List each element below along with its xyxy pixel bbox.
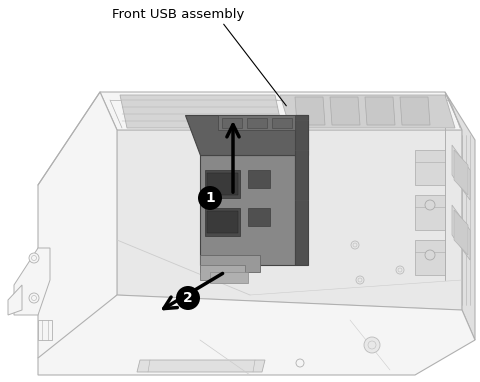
Polygon shape	[452, 205, 470, 260]
Circle shape	[425, 200, 435, 210]
Polygon shape	[207, 173, 238, 195]
Polygon shape	[207, 211, 238, 233]
Circle shape	[353, 243, 357, 247]
Circle shape	[396, 266, 404, 274]
Circle shape	[351, 241, 359, 249]
Polygon shape	[38, 92, 117, 358]
Polygon shape	[295, 97, 325, 125]
Circle shape	[198, 186, 222, 210]
Circle shape	[176, 286, 200, 310]
Polygon shape	[365, 97, 395, 125]
Polygon shape	[415, 150, 445, 185]
Text: Front USB assembly: Front USB assembly	[112, 8, 244, 21]
Polygon shape	[8, 285, 22, 315]
Polygon shape	[14, 248, 50, 315]
Text: 2: 2	[183, 291, 193, 305]
Circle shape	[398, 268, 402, 272]
Polygon shape	[185, 115, 308, 155]
Circle shape	[32, 256, 36, 261]
Circle shape	[358, 278, 362, 282]
Polygon shape	[415, 195, 445, 230]
Polygon shape	[137, 360, 265, 372]
Polygon shape	[38, 320, 52, 340]
Polygon shape	[248, 208, 270, 226]
Polygon shape	[117, 130, 462, 310]
Polygon shape	[280, 95, 455, 128]
Polygon shape	[205, 170, 240, 198]
Polygon shape	[248, 170, 270, 188]
Polygon shape	[205, 208, 240, 236]
Polygon shape	[200, 155, 295, 265]
Polygon shape	[330, 97, 360, 125]
Polygon shape	[445, 92, 475, 340]
Polygon shape	[454, 210, 468, 255]
Polygon shape	[222, 118, 242, 128]
Circle shape	[356, 276, 364, 284]
Circle shape	[29, 293, 39, 303]
Polygon shape	[452, 145, 470, 200]
Polygon shape	[210, 272, 248, 283]
Polygon shape	[272, 118, 292, 128]
Polygon shape	[295, 115, 308, 265]
Polygon shape	[200, 265, 245, 280]
Polygon shape	[200, 255, 260, 272]
Polygon shape	[100, 92, 462, 130]
Polygon shape	[247, 118, 267, 128]
Polygon shape	[415, 240, 445, 275]
Polygon shape	[38, 295, 475, 375]
Circle shape	[296, 359, 304, 367]
Polygon shape	[454, 150, 468, 195]
Polygon shape	[218, 115, 295, 130]
Circle shape	[32, 296, 36, 301]
Polygon shape	[400, 97, 430, 125]
Circle shape	[29, 253, 39, 263]
Polygon shape	[120, 95, 282, 128]
Circle shape	[368, 341, 376, 349]
Text: 1: 1	[205, 191, 215, 205]
Circle shape	[364, 337, 380, 353]
Circle shape	[425, 250, 435, 260]
